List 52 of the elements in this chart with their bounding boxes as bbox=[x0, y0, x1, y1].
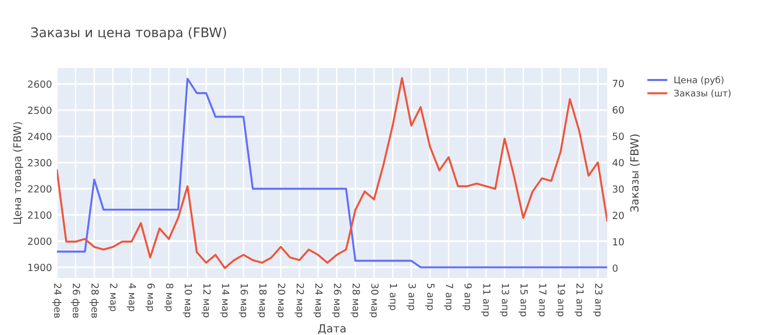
y-tick-label: 2600 bbox=[28, 80, 52, 88]
legend-label: Цена (руб) bbox=[674, 76, 724, 86]
y2-tick-label: 60 bbox=[612, 106, 624, 114]
x-tick-label: 2 мар bbox=[108, 284, 118, 312]
x-tick-label: 5 апр bbox=[425, 284, 434, 310]
x-tick-label: 22 мар bbox=[294, 284, 304, 318]
y2-axis-title: Заказы (FBW) bbox=[630, 134, 640, 212]
x-tick-label: 9 апр bbox=[462, 284, 472, 310]
x-tick-label: 14 мар bbox=[220, 284, 230, 318]
x-tick-label: 18 мар bbox=[257, 284, 267, 318]
x-tick-label: 28 мар bbox=[350, 284, 360, 318]
x-tick-label: 30 мар bbox=[369, 284, 379, 318]
y-tick-label: 2400 bbox=[28, 132, 52, 140]
x-tick-label: 7 апр bbox=[444, 284, 454, 310]
x-tick-label: 26 мар bbox=[332, 284, 342, 318]
y-tick-label: 2300 bbox=[28, 159, 52, 166]
y2-tick-label: 40 bbox=[612, 158, 624, 166]
x-tick-label: 23 апр bbox=[593, 284, 602, 316]
y-tick-label: 2500 bbox=[28, 106, 52, 114]
y2-tick-label: 20 bbox=[612, 212, 624, 220]
x-tick-label: 1 апр bbox=[388, 284, 398, 310]
y-axis-title: Цена товара (FBW) bbox=[13, 122, 24, 224]
x-tick-label: 6 мар bbox=[145, 284, 155, 312]
y-tick-label: 1900 bbox=[28, 264, 52, 272]
y2-tick-label: 10 bbox=[613, 238, 624, 246]
y2-tick-label: 30 bbox=[612, 185, 624, 193]
legend-label: Заказы (шт) bbox=[674, 90, 731, 98]
x-tick-label: 20 мар bbox=[276, 284, 286, 318]
x-tick-label: 26 фев bbox=[70, 284, 80, 318]
y2-tick-label: 70 bbox=[612, 80, 624, 88]
x-tick-label: 28 фев bbox=[90, 284, 99, 318]
x-tick-label: 15 апр bbox=[518, 284, 528, 316]
y-tick-label: 2200 bbox=[28, 185, 52, 193]
y2-tick-label: 0 bbox=[612, 264, 618, 272]
x-tick-label: 4 мар bbox=[126, 283, 136, 312]
y2-tick-label: 50 bbox=[612, 132, 624, 140]
x-tick-label: 10 мар bbox=[182, 284, 192, 318]
y-tick-label: 2100 bbox=[28, 211, 52, 219]
x-tick-label: 16 мар bbox=[238, 284, 248, 318]
x-tick-label: 13 апр bbox=[500, 284, 510, 316]
y-tick-label: 2000 bbox=[28, 238, 52, 245]
x-tick-label: 3 апр bbox=[406, 284, 416, 310]
x-tick-label: 19 апр bbox=[556, 284, 566, 316]
x-tick-label: 11 апр bbox=[481, 284, 490, 316]
x-axis-title: Дата bbox=[318, 324, 346, 334]
x-tick-label: 21 апр bbox=[574, 284, 584, 316]
chart-title: Заказы и цена товара (FBW) bbox=[31, 27, 226, 40]
x-tick-label: 24 мар bbox=[313, 284, 323, 318]
x-tick-label: 12 мар bbox=[201, 284, 211, 318]
x-tick-label: 24 фев bbox=[52, 284, 62, 318]
x-tick-label: 17 апр bbox=[537, 284, 546, 316]
x-tick-label: 8 мар bbox=[164, 284, 174, 312]
